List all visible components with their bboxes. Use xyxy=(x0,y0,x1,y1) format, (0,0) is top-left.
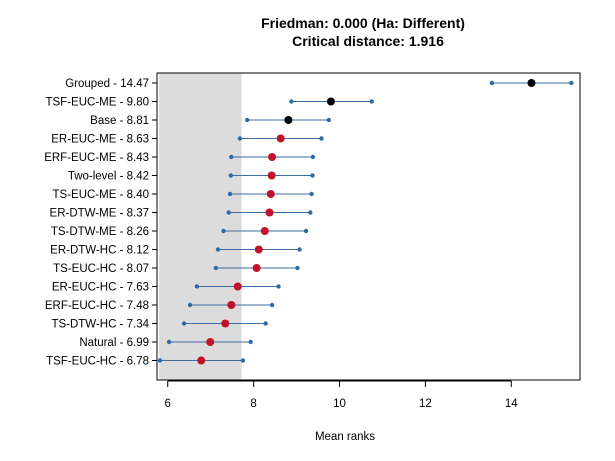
mean-rank-point xyxy=(227,301,236,309)
interval-row xyxy=(289,97,374,106)
interval-low-point xyxy=(157,358,163,363)
interval-low-point xyxy=(213,265,219,271)
chart-title: Friedman: 0.000 (Ha: Different) xyxy=(261,15,465,31)
mean-rank-point xyxy=(221,319,230,328)
interval-row xyxy=(215,245,302,254)
x-tick-label: 8 xyxy=(250,398,256,410)
interval-high-point xyxy=(569,80,574,86)
mean-rank-point xyxy=(233,282,242,291)
interval-high-point xyxy=(369,99,374,104)
interval-row xyxy=(229,153,316,161)
interval-high-point xyxy=(263,321,268,326)
interval-high-point xyxy=(310,173,315,178)
interval-high-point xyxy=(248,339,253,345)
category-label: ERF-EUC-ME - 8.43 xyxy=(44,152,149,164)
mean-rank-point xyxy=(326,97,335,106)
category-label: Base - 8.81 xyxy=(90,115,149,127)
category-label: ER-DTW-HC - 8.12 xyxy=(50,245,149,257)
interval-low-point xyxy=(237,136,243,141)
interval-low-point xyxy=(215,247,221,252)
interval-high-point xyxy=(303,228,309,234)
mean-rank-point xyxy=(267,171,276,180)
interval-high-point xyxy=(295,265,300,271)
category-label: Two-level - 8.42 xyxy=(68,171,149,183)
interval-low-point xyxy=(244,117,250,123)
mean-rank-point xyxy=(276,134,285,143)
mean-rank-point xyxy=(265,208,274,217)
interval-row xyxy=(157,356,246,365)
x-axis-label: Mean ranks xyxy=(315,431,375,443)
rank-intervals xyxy=(157,79,574,365)
interval-high-point xyxy=(240,358,246,363)
interval-row xyxy=(166,338,253,346)
interval-high-point xyxy=(326,117,331,123)
interval-low-point xyxy=(194,284,200,289)
category-label: ER-EUC-HC - 7.63 xyxy=(52,282,149,294)
interval-row xyxy=(244,116,331,124)
category-label: TSF-EUC-ME - 9.80 xyxy=(45,97,149,109)
chart-subtitle: Critical distance: 1.916 xyxy=(292,33,444,49)
x-tick-label: 12 xyxy=(419,398,432,410)
interval-high-point xyxy=(308,210,313,215)
interval-row xyxy=(237,134,324,143)
interval-low-point xyxy=(228,173,234,178)
interval-low-point xyxy=(489,80,495,86)
interval-row xyxy=(213,264,300,272)
mean-rank-point xyxy=(260,227,269,235)
interval-row xyxy=(227,190,314,198)
category-label: ER-DTW-ME - 8.37 xyxy=(50,208,149,220)
plot-frame xyxy=(156,72,581,381)
y-axis: Grouped - 14.47 TSF-EUC-ME - 9.80 Base - 8… xyxy=(44,78,157,368)
interval-high-point xyxy=(269,302,275,308)
interval-high-point xyxy=(319,136,324,141)
interval-row xyxy=(228,171,315,180)
x-tick-label: 6 xyxy=(165,398,171,410)
interval-low-point xyxy=(187,302,193,308)
category-label: TS-DTW-ME - 8.26 xyxy=(51,226,149,238)
mean-rank-point xyxy=(266,190,275,198)
interval-high-point xyxy=(276,284,281,289)
category-label: TS-EUC-ME - 8.40 xyxy=(53,189,150,201)
interval-row xyxy=(194,282,281,291)
interval-low-point xyxy=(166,339,172,345)
interval-high-point xyxy=(309,191,314,197)
interval-low-point xyxy=(227,191,233,197)
interval-low-point xyxy=(221,228,226,234)
interval-row xyxy=(226,208,313,217)
interval-row xyxy=(181,319,268,328)
category-label: Natural - 6.99 xyxy=(79,337,149,349)
interval-row xyxy=(187,301,275,309)
interval-low-point xyxy=(289,99,294,104)
mean-rank-point xyxy=(206,338,215,346)
mean-rank-point xyxy=(268,153,277,161)
category-label: Grouped - 14.47 xyxy=(65,78,149,90)
interval-high-point xyxy=(310,154,316,160)
x-tick-label: 10 xyxy=(333,398,346,410)
mean-rank-point xyxy=(254,245,263,254)
mean-rank-point xyxy=(284,116,293,124)
category-label: ERF-EUC-HC - 7.48 xyxy=(45,300,149,312)
interval-low-point xyxy=(181,321,187,326)
category-label: TS-EUC-HC - 8.07 xyxy=(53,263,149,275)
interval-low-point xyxy=(226,210,231,215)
category-label: TS-DTW-HC - 7.34 xyxy=(51,319,149,331)
interval-high-point xyxy=(297,247,302,252)
x-tick-label: 14 xyxy=(505,398,518,410)
interval-row xyxy=(489,79,574,87)
mean-rank-point xyxy=(197,356,206,365)
mean-rank-point xyxy=(252,264,261,272)
category-label: TSF-EUC-HC - 6.78 xyxy=(46,356,149,368)
interval-low-point xyxy=(229,154,234,160)
critical-distance-region xyxy=(159,73,242,380)
mean-rank-point xyxy=(527,79,536,87)
category-label: ER-EUC-ME - 8.63 xyxy=(51,134,149,146)
x-axis: 6 8 10 12 14 xyxy=(165,380,518,410)
interval-row xyxy=(221,227,309,235)
